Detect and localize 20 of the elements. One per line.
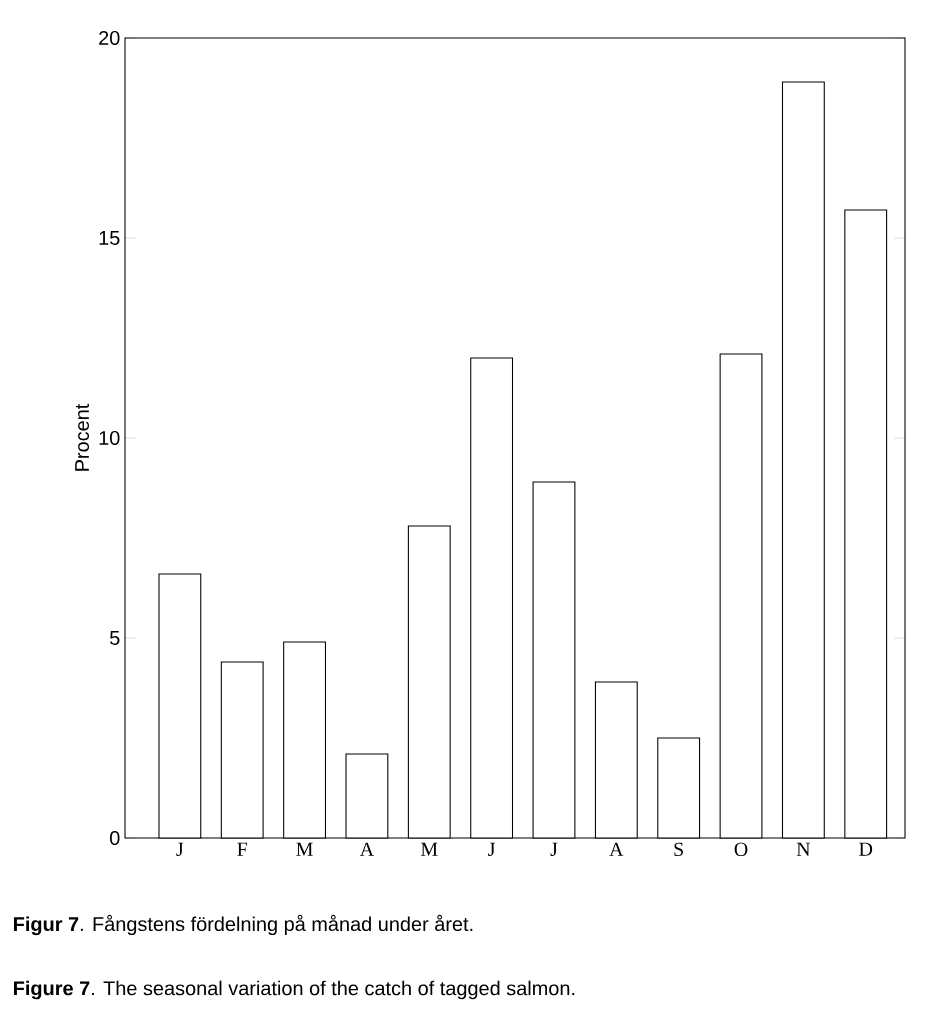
x-tick-label: O <box>734 842 748 857</box>
y-tick-label: 5 <box>110 631 120 645</box>
x-tick-label: N <box>796 842 811 856</box>
x-tick-label: S <box>674 842 683 857</box>
y-tick-label: 15 <box>99 231 120 245</box>
x-tick-label: J <box>176 842 184 856</box>
y-axis-title: Procent <box>75 403 90 471</box>
x-tick-label: A <box>609 842 624 856</box>
x-tick-label: J <box>488 842 496 856</box>
x-tick-label: J <box>550 842 558 856</box>
x-tick-label: M <box>421 842 438 856</box>
text: Figur 7. Fångstens fördelning på månad under året. <box>14 914 473 936</box>
x-tick-label: F <box>237 842 248 856</box>
y-tick-label: 20 <box>99 30 120 46</box>
y-tick-label: 0 <box>110 830 120 846</box>
text: Figure 7. The seasonal variation of the catch of tagged salmon. <box>14 980 575 1000</box>
x-tick-label: D <box>859 842 873 856</box>
x-tick-label: A <box>359 842 374 856</box>
y-tick-label: 10 <box>99 430 120 446</box>
x-tick-label: M <box>296 842 313 856</box>
